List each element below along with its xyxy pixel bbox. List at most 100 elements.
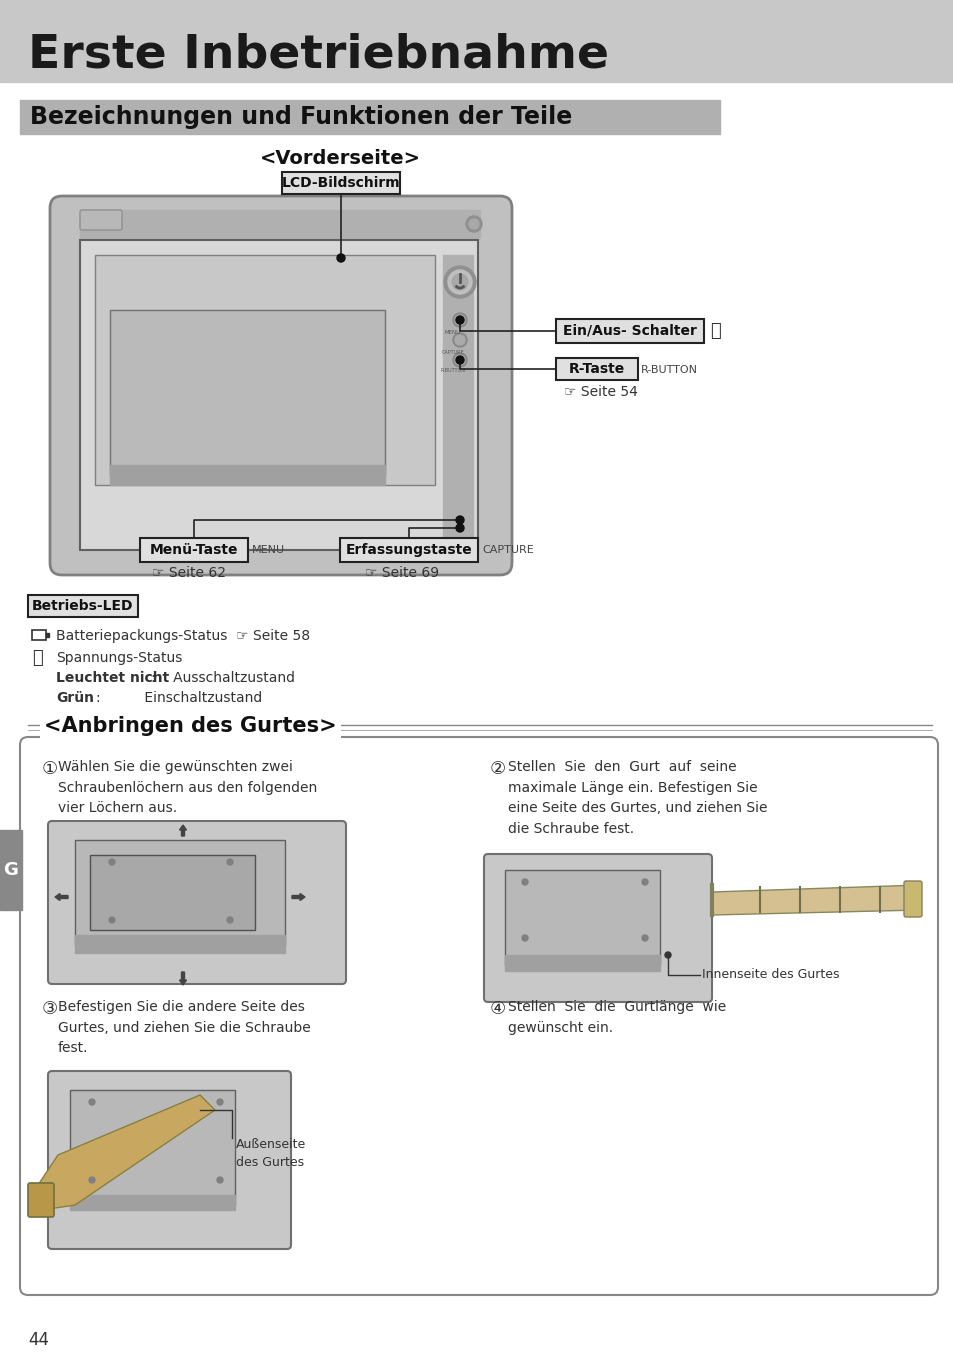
FancyBboxPatch shape [483, 854, 711, 1002]
Text: Erste Inbetriebnahme: Erste Inbetriebnahme [28, 32, 608, 77]
FancyBboxPatch shape [282, 172, 399, 194]
Text: Bezeichnungen und Funktionen der Teile: Bezeichnungen und Funktionen der Teile [30, 106, 572, 129]
FancyBboxPatch shape [80, 210, 122, 230]
Text: Grün: Grün [56, 691, 94, 705]
Text: Wählen Sie die gewünschten zwei
Schraubenlöchern aus den folgenden
vier Löchern : Wählen Sie die gewünschten zwei Schraube… [58, 760, 317, 815]
Text: Ein/Aus- Schalter: Ein/Aus- Schalter [562, 324, 697, 338]
Text: Erfassungstaste: Erfassungstaste [345, 543, 472, 556]
Circle shape [664, 952, 670, 959]
Circle shape [109, 917, 115, 923]
FancyBboxPatch shape [80, 240, 477, 550]
Text: Menü-Taste: Menü-Taste [150, 543, 238, 556]
Bar [0, 830, 22, 910]
Text: G: G [4, 861, 18, 879]
Circle shape [465, 217, 481, 232]
Text: R-BUTTON: R-BUTTON [640, 366, 698, 375]
Circle shape [452, 274, 468, 290]
Text: Außenseite
des Gurtes: Außenseite des Gurtes [235, 1137, 306, 1169]
FancyArrow shape [179, 972, 186, 984]
Circle shape [453, 333, 467, 347]
Text: Spannungs-Status: Spannungs-Status [56, 651, 182, 665]
Circle shape [455, 355, 464, 366]
Circle shape [216, 1177, 223, 1183]
FancyBboxPatch shape [556, 357, 638, 380]
Text: CAPTURE: CAPTURE [481, 546, 533, 555]
Text: ②: ② [490, 760, 506, 779]
FancyArrow shape [292, 894, 305, 900]
FancyBboxPatch shape [90, 854, 254, 930]
Text: ④: ④ [490, 1001, 506, 1018]
Text: ①: ① [42, 760, 58, 779]
Text: Stellen  Sie  die  Gurtlänge  wie
gewünscht ein.: Stellen Sie die Gurtlänge wie gewünscht … [507, 1001, 725, 1034]
Circle shape [456, 524, 463, 532]
FancyBboxPatch shape [50, 196, 512, 575]
FancyBboxPatch shape [95, 255, 435, 485]
Circle shape [89, 1177, 95, 1183]
Bar [110, 464, 385, 485]
Circle shape [456, 356, 463, 364]
Text: Innenseite des Gurtes: Innenseite des Gurtes [701, 968, 839, 982]
Text: Betriebs-LED: Betriebs-LED [32, 598, 133, 613]
Text: <Anbringen des Gurtes>: <Anbringen des Gurtes> [44, 716, 336, 737]
Circle shape [89, 1099, 95, 1105]
FancyBboxPatch shape [504, 871, 659, 965]
FancyBboxPatch shape [110, 310, 385, 475]
Text: MENU: MENU [444, 330, 460, 336]
FancyBboxPatch shape [140, 538, 248, 562]
Bar [75, 936, 285, 953]
Polygon shape [38, 1095, 214, 1210]
Text: Leuchtet nicht: Leuchtet nicht [56, 672, 169, 685]
FancyBboxPatch shape [28, 594, 138, 617]
Circle shape [521, 879, 527, 886]
Text: LCD-Bildschirm: LCD-Bildschirm [281, 176, 400, 190]
Text: ☞ Seite 69: ☞ Seite 69 [365, 566, 438, 580]
FancyBboxPatch shape [20, 737, 937, 1294]
Circle shape [336, 255, 345, 263]
Bar [504, 955, 659, 971]
FancyArrow shape [55, 894, 68, 900]
Circle shape [456, 315, 463, 324]
Circle shape [453, 353, 467, 367]
Text: ③: ③ [42, 1001, 58, 1018]
Circle shape [456, 516, 463, 524]
Circle shape [455, 334, 464, 345]
Circle shape [109, 858, 115, 865]
FancyBboxPatch shape [48, 1071, 291, 1248]
FancyBboxPatch shape [70, 1090, 234, 1205]
Text: ⏻: ⏻ [709, 322, 720, 340]
FancyBboxPatch shape [28, 1183, 54, 1217]
Bar [46, 634, 49, 636]
Bar [80, 210, 479, 238]
Circle shape [641, 936, 647, 941]
Text: R-Taste: R-Taste [568, 362, 624, 376]
Text: <Vorderseite>: <Vorderseite> [259, 149, 420, 168]
Text: Befestigen Sie die andere Seite des
Gurtes, und ziehen Sie die Schraube
fest.: Befestigen Sie die andere Seite des Gurt… [58, 1001, 311, 1055]
Text: :          Einschaltzustand: : Einschaltzustand [96, 691, 262, 705]
Text: Batteriepackungs-Status  ☞ Seite 58: Batteriepackungs-Status ☞ Seite 58 [56, 630, 310, 643]
Circle shape [227, 917, 233, 923]
FancyArrow shape [179, 825, 186, 835]
Circle shape [453, 313, 467, 328]
Circle shape [455, 315, 464, 325]
Bar [70, 1196, 234, 1210]
Bar [0, 0, 953, 83]
Text: ☞ Seite 62: ☞ Seite 62 [152, 566, 226, 580]
Circle shape [443, 265, 476, 298]
FancyBboxPatch shape [75, 839, 285, 945]
Text: :    Ausschaltzustand: : Ausschaltzustand [151, 672, 294, 685]
Text: ⓘ: ⓘ [32, 649, 43, 668]
Polygon shape [711, 886, 919, 915]
Text: R-BUTTON: R-BUTTON [440, 368, 465, 374]
Circle shape [469, 219, 478, 229]
Bar [442, 255, 473, 546]
Circle shape [216, 1099, 223, 1105]
Text: MENU: MENU [252, 546, 285, 555]
Text: 44: 44 [28, 1331, 49, 1349]
FancyBboxPatch shape [903, 881, 921, 917]
Text: Stellen  Sie  den  Gurt  auf  seine
maximale Länge ein. Befestigen Sie
eine Seit: Stellen Sie den Gurt auf seine maximale … [507, 760, 767, 835]
FancyBboxPatch shape [339, 538, 477, 562]
Circle shape [641, 879, 647, 886]
Bar [32, 630, 46, 640]
FancyBboxPatch shape [556, 320, 703, 343]
Bar [20, 100, 720, 134]
